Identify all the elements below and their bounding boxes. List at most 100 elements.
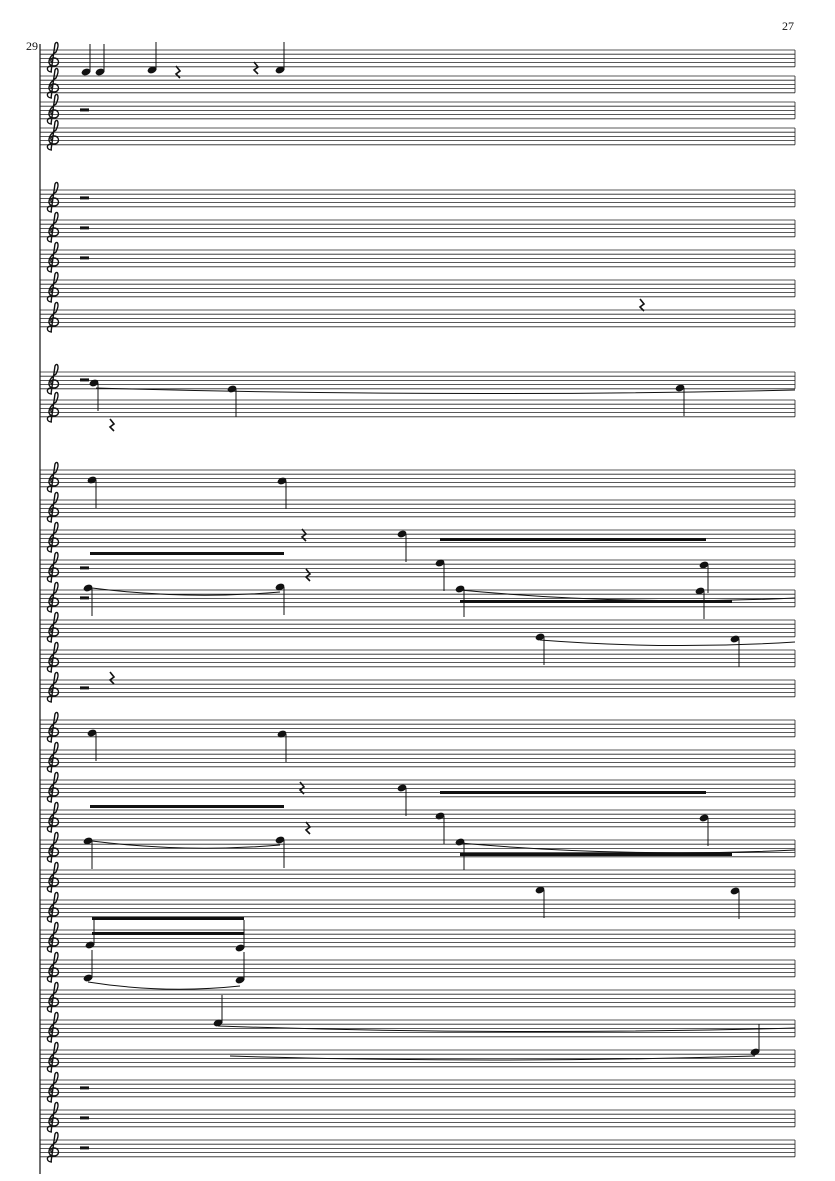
rest xyxy=(80,1086,89,1090)
staff xyxy=(40,67,796,99)
note-head xyxy=(397,530,407,538)
rest-mark xyxy=(108,671,116,685)
staff xyxy=(40,921,796,953)
treble-clef xyxy=(46,1011,60,1043)
staff xyxy=(40,211,796,243)
note-head xyxy=(435,559,445,567)
tie xyxy=(539,639,796,647)
treble-clef xyxy=(46,831,60,863)
staff xyxy=(40,41,796,73)
tie xyxy=(87,981,241,990)
rest xyxy=(80,1146,89,1150)
staff xyxy=(40,391,796,423)
treble-clef xyxy=(46,551,60,583)
staff xyxy=(40,181,796,213)
note-head xyxy=(87,729,97,737)
rest-mark xyxy=(638,298,646,312)
rest xyxy=(80,686,89,690)
beam xyxy=(92,932,244,935)
staff xyxy=(40,241,796,273)
note-head xyxy=(81,68,91,76)
rest xyxy=(80,1116,89,1120)
treble-clef xyxy=(46,951,60,983)
note-head xyxy=(699,814,709,822)
treble-clef xyxy=(46,301,60,333)
treble-clef xyxy=(46,363,60,395)
note-head xyxy=(730,635,740,643)
note-head xyxy=(275,583,285,591)
staff xyxy=(40,611,796,643)
treble-clef xyxy=(46,641,60,673)
staff xyxy=(40,461,796,493)
tie xyxy=(95,387,796,395)
treble-clef xyxy=(46,1101,60,1133)
note-head xyxy=(675,384,685,392)
note-head xyxy=(730,887,740,895)
tie xyxy=(91,840,281,849)
treble-clef xyxy=(46,271,60,303)
rest-mark xyxy=(174,65,182,79)
note-head xyxy=(235,976,245,984)
tie xyxy=(459,842,796,854)
staff xyxy=(40,551,796,583)
note-head xyxy=(89,379,99,387)
tie xyxy=(91,587,281,596)
treble-clef xyxy=(46,67,60,99)
rest xyxy=(80,108,89,112)
note-head xyxy=(83,974,93,982)
rest xyxy=(80,566,89,570)
treble-clef xyxy=(46,181,60,213)
tie xyxy=(459,589,796,602)
note-head xyxy=(235,944,245,952)
beam xyxy=(460,600,732,603)
note-head xyxy=(87,476,97,484)
staff xyxy=(40,981,796,1013)
treble-clef xyxy=(46,211,60,243)
treble-clef xyxy=(46,861,60,893)
treble-clef xyxy=(46,891,60,923)
rest-mark xyxy=(304,568,312,582)
staves xyxy=(40,41,796,1163)
rest xyxy=(80,226,89,230)
measure-number: 29 xyxy=(26,39,38,53)
beam xyxy=(440,791,706,794)
note-head xyxy=(277,477,287,485)
staff xyxy=(40,521,796,553)
treble-clef xyxy=(46,981,60,1013)
staff xyxy=(40,831,796,863)
notes xyxy=(80,42,796,1150)
staff xyxy=(40,891,796,923)
note-head xyxy=(397,784,407,792)
note-head xyxy=(83,584,93,592)
note-head xyxy=(435,812,445,820)
staff xyxy=(40,119,796,151)
beam xyxy=(440,538,706,541)
staff xyxy=(40,301,796,333)
treble-clef xyxy=(46,741,60,773)
rest-mark xyxy=(108,418,116,432)
note-head xyxy=(85,941,95,949)
note-head xyxy=(275,66,285,74)
treble-clef xyxy=(46,921,60,953)
rest xyxy=(80,256,89,260)
treble-clef xyxy=(46,41,60,73)
note-head xyxy=(95,68,105,76)
treble-clef xyxy=(46,1041,60,1073)
treble-clef xyxy=(46,1071,60,1103)
note-head xyxy=(147,66,157,74)
page-number: 27 xyxy=(782,19,794,33)
staff xyxy=(40,801,796,833)
treble-clef xyxy=(46,1131,60,1163)
treble-clef xyxy=(46,491,60,523)
treble-clef xyxy=(46,241,60,273)
rest-mark xyxy=(304,821,312,835)
rest-mark xyxy=(298,781,306,795)
rest-mark xyxy=(252,61,260,75)
staff xyxy=(40,641,796,673)
note-head xyxy=(213,1019,223,1027)
note-head xyxy=(535,886,545,894)
staff xyxy=(40,671,796,703)
note-head xyxy=(277,730,287,738)
